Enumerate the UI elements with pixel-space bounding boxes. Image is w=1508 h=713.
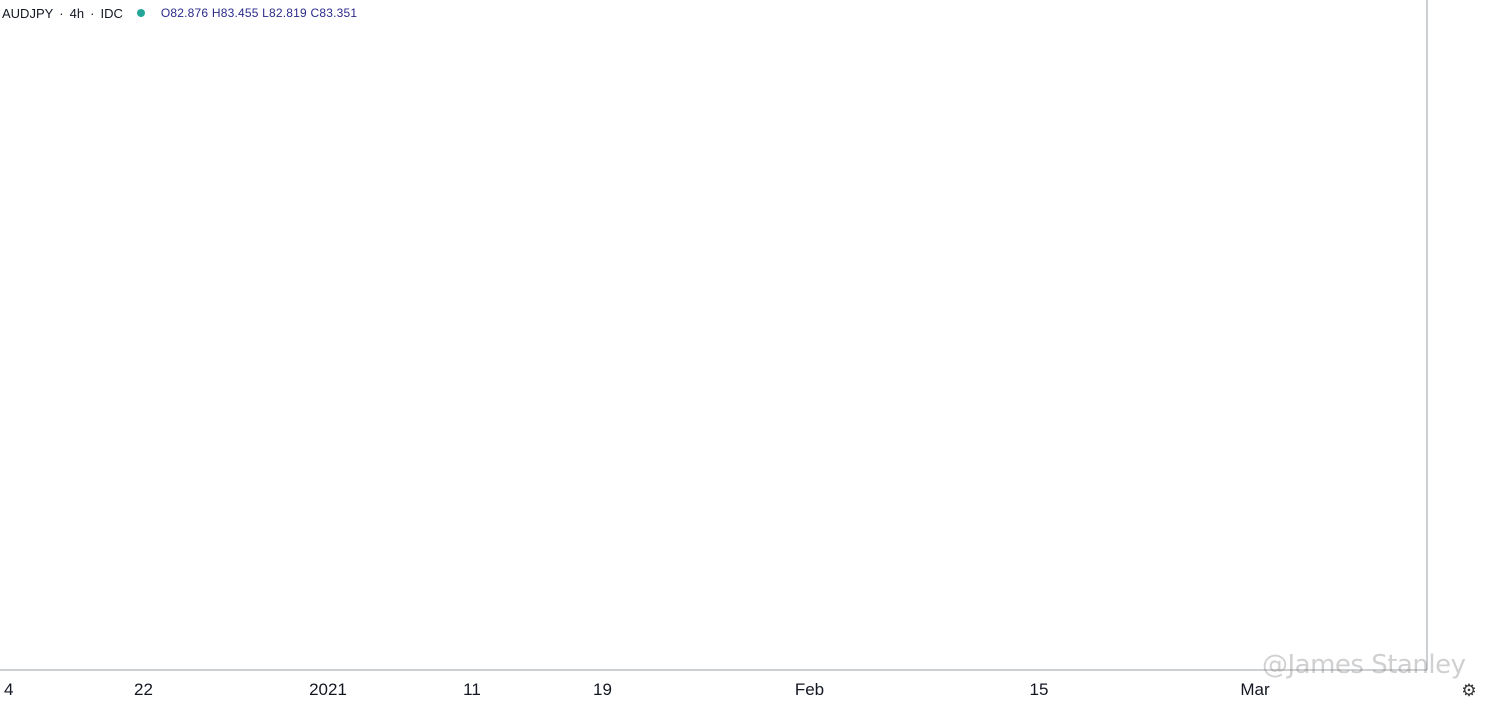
time-tick-label: 4 bbox=[4, 680, 13, 699]
interval-label[interactable]: 4h bbox=[69, 5, 85, 21]
axes-layer: 78.00079.00081.00082.00083.00084.0004222… bbox=[0, 0, 1428, 699]
time-tick-label: 19 bbox=[593, 680, 612, 699]
author-watermark: @James Stanley bbox=[1262, 650, 1466, 680]
time-tick-label: Feb bbox=[795, 680, 824, 699]
symbol-header: AUDJPY · 4h · IDC O82.876 H83.455 L82.81… bbox=[2, 4, 362, 22]
gear-icon[interactable]: ⚙ bbox=[1461, 681, 1477, 700]
open-value: O82.876 bbox=[160, 6, 209, 20]
status-dot-icon bbox=[136, 9, 145, 17]
low-value: L82.819 bbox=[262, 6, 307, 20]
time-tick-label: 15 bbox=[1030, 680, 1049, 699]
symbol-name: AUDJPY bbox=[2, 5, 54, 21]
time-tick-label: 11 bbox=[463, 680, 481, 699]
ohlc-readout: O82.876 H83.455 L82.819 C83.351 bbox=[161, 6, 357, 20]
separator: · bbox=[90, 5, 95, 21]
close-value: C83.351 bbox=[310, 6, 358, 20]
time-tick-label: 22 bbox=[134, 680, 153, 699]
time-tick-label: 2021 bbox=[309, 680, 347, 699]
time-tick-label: Mar bbox=[1240, 680, 1270, 699]
source-label: IDC bbox=[100, 5, 123, 21]
high-value: H83.455 bbox=[211, 6, 259, 20]
separator: · bbox=[59, 5, 64, 21]
